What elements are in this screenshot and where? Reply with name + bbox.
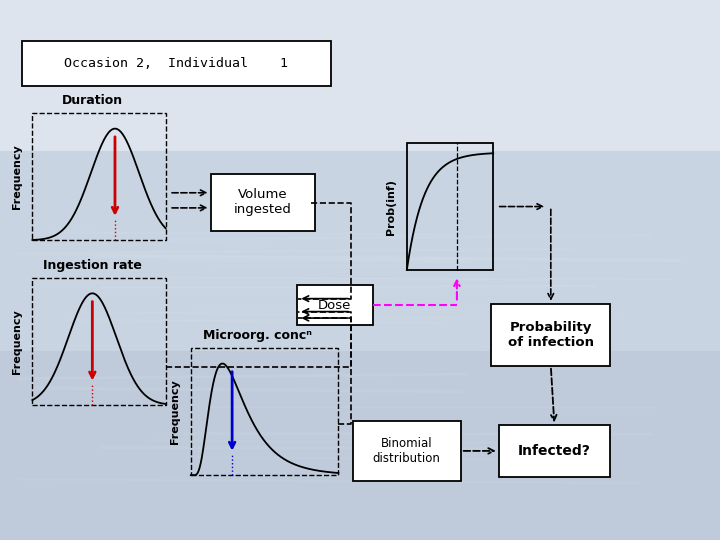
Text: Dose: Dose (318, 299, 351, 312)
Bar (0, 0, 720, 151)
FancyBboxPatch shape (353, 421, 461, 481)
Text: Prob(inf): Prob(inf) (386, 179, 396, 234)
Text: Duration: Duration (62, 94, 123, 107)
Bar (0, 351, 720, 540)
Bar (0, 151, 720, 351)
Text: Microorg. concⁿ: Microorg. concⁿ (203, 329, 312, 342)
Text: Ingestion rate: Ingestion rate (43, 259, 142, 272)
Text: Occasion 2,  Individual    1: Occasion 2, Individual 1 (64, 57, 289, 70)
Text: Binomial
distribution: Binomial distribution (373, 437, 441, 465)
FancyBboxPatch shape (22, 40, 331, 86)
Text: Frequency: Frequency (12, 309, 22, 374)
Text: Infected?: Infected? (518, 444, 591, 458)
Text: Frequency: Frequency (170, 380, 180, 444)
Text: Probability
of infection: Probability of infection (508, 321, 594, 349)
Text: Volume
ingested: Volume ingested (234, 188, 292, 217)
FancyBboxPatch shape (498, 426, 611, 477)
FancyBboxPatch shape (210, 174, 315, 231)
FancyBboxPatch shape (297, 285, 373, 325)
Text: Frequency: Frequency (12, 145, 22, 209)
FancyBboxPatch shape (491, 303, 611, 366)
